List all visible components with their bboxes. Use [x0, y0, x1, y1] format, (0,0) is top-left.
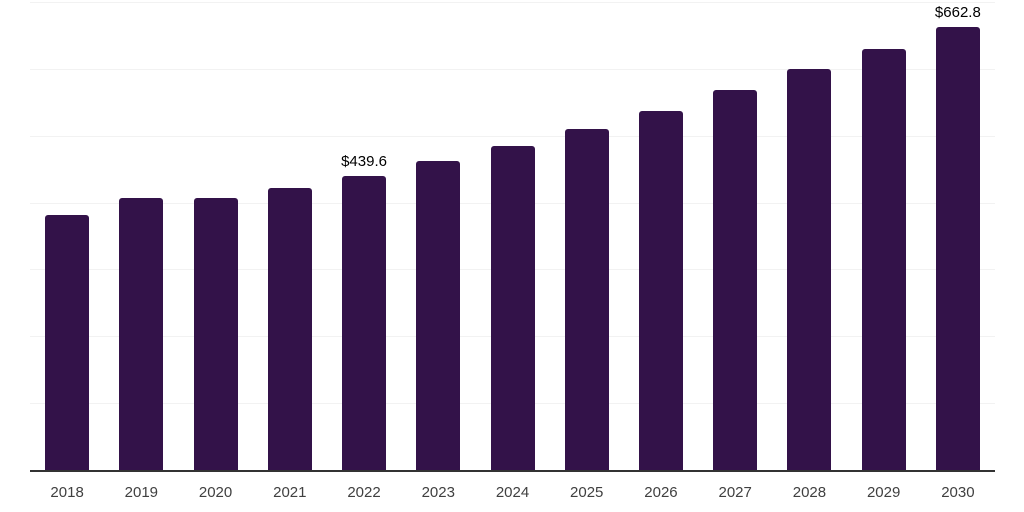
x-tick-label-2022: 2022 — [347, 484, 381, 501]
bar-2025 — [564, 129, 609, 470]
x-axis-line — [30, 470, 995, 472]
x-tick-label-2024: 2024 — [495, 484, 530, 501]
bar-2022 — [342, 176, 387, 470]
bar-value-label-2030: $662.8 — [934, 3, 981, 21]
bar-2024 — [490, 146, 535, 470]
bar-2030 — [935, 26, 980, 470]
bar-2019 — [119, 197, 164, 470]
bar-2027 — [713, 90, 758, 470]
x-tick-label-2019: 2019 — [124, 484, 159, 501]
bar-2026 — [638, 111, 683, 470]
x-tick-label-2026: 2026 — [644, 484, 678, 501]
gridline — [30, 2, 995, 3]
x-tick-label-2029: 2029 — [866, 484, 901, 501]
bar-value-label-2022: $439.6 — [341, 153, 387, 171]
bar-2023 — [416, 161, 461, 470]
x-tick-label-2027: 2027 — [718, 484, 752, 501]
bar-2029 — [861, 48, 906, 470]
x-tick-label-2018: 2018 — [50, 484, 84, 501]
bar-2018 — [45, 214, 90, 470]
x-tick-label-2020: 2020 — [198, 484, 233, 501]
plot-area: $439.6 $662.8 — [30, 2, 995, 470]
bar-2021 — [267, 188, 312, 470]
x-tick-label-2023: 2023 — [421, 484, 455, 501]
gridline — [30, 68, 995, 70]
x-tick-label-2025: 2025 — [570, 484, 604, 501]
gridline — [30, 135, 995, 137]
bar-2020 — [193, 197, 238, 470]
bar-2028 — [787, 69, 832, 470]
x-tick-label-2021: 2021 — [273, 484, 307, 501]
x-tick-label-2028: 2028 — [792, 484, 827, 501]
x-tick-label-2030: 2030 — [941, 484, 975, 501]
